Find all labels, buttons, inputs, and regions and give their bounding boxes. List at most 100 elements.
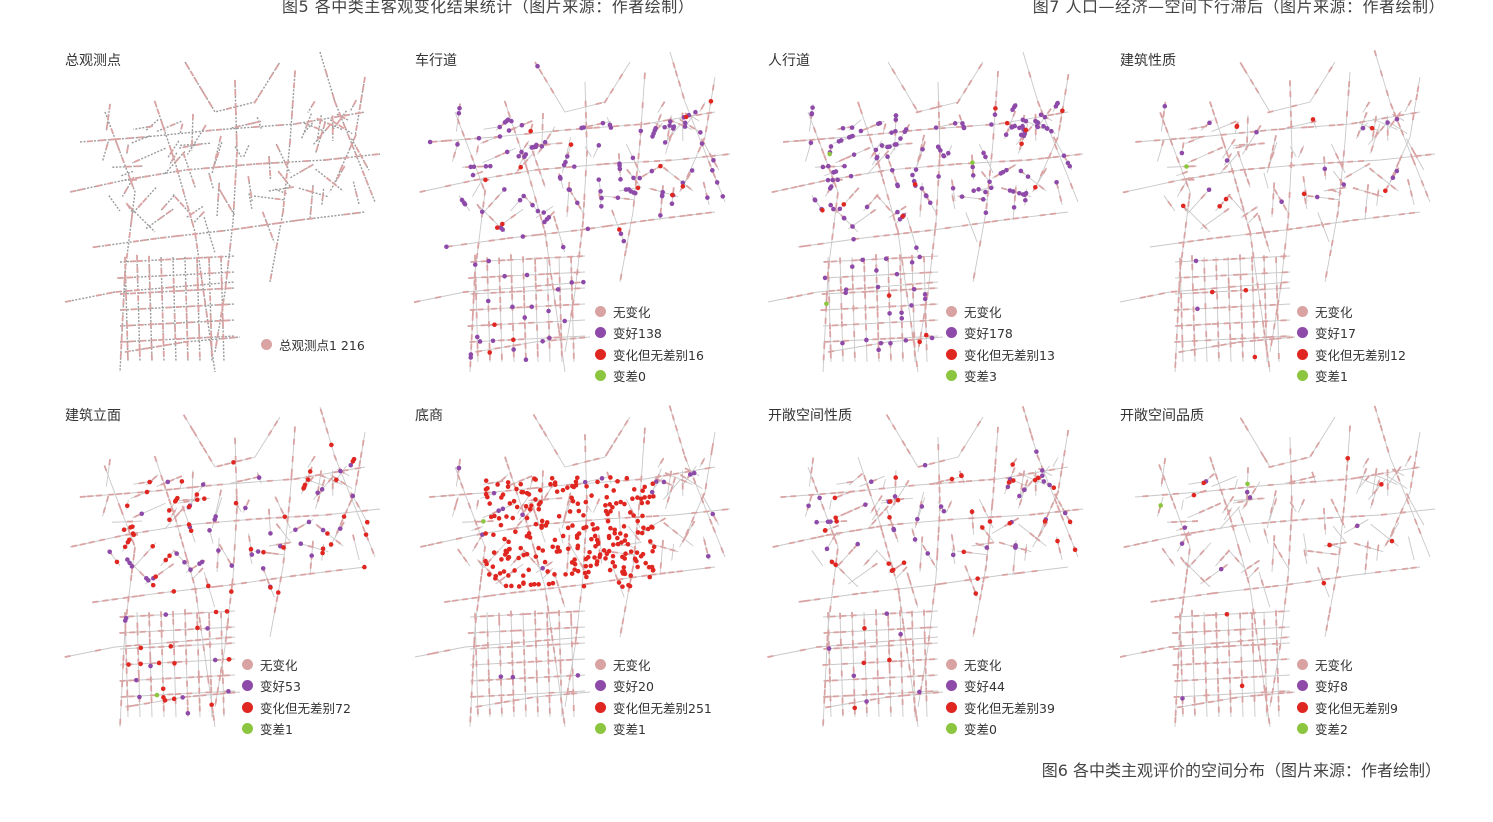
observation-point-no-change <box>117 503 122 510</box>
observation-point-no-change <box>1036 454 1041 461</box>
road-segment <box>132 147 166 164</box>
observation-point-no-change <box>672 187 675 194</box>
observation-point-no-change <box>104 243 111 247</box>
road-segment <box>1134 111 1421 143</box>
observation-point-no-change <box>171 235 178 238</box>
observation-point-no-change <box>1356 130 1361 137</box>
observation-point-better <box>542 139 548 145</box>
observation-point-no-change <box>1264 230 1271 234</box>
observation-point-no-change <box>269 72 274 79</box>
observation-point-no-change <box>1271 144 1275 151</box>
observation-point-changed-no-diff <box>531 581 537 587</box>
observation-point-changed-no-diff <box>536 545 541 551</box>
observation-point-no-change <box>1036 100 1041 108</box>
observation-point-no-change <box>1402 567 1409 571</box>
observation-point-changed-no-diff <box>124 503 130 509</box>
observation-point-no-change <box>930 253 934 260</box>
street-network-map <box>64 406 381 728</box>
observation-point-no-change <box>1425 153 1432 156</box>
observation-point-changed-no-diff <box>542 559 548 565</box>
map-panel-carriageway: 车行道 无变化 变好138 变化但无差别16 变差0 <box>413 42 755 392</box>
observation-point-better <box>123 615 129 621</box>
observation-point-no-change <box>547 587 554 590</box>
observation-point-changed-no-diff <box>605 511 610 517</box>
observation-point-changed-no-diff <box>537 488 543 493</box>
observation-point-changed-no-diff <box>518 164 523 170</box>
observation-point-better <box>687 472 693 477</box>
observation-point-no-change <box>871 562 878 568</box>
legend-label: 无变化 <box>964 305 1002 321</box>
observation-point-no-change <box>1299 477 1306 481</box>
observation-point-changed-no-diff <box>1032 477 1038 483</box>
observation-point-no-change <box>217 229 224 233</box>
observation-point-no-change <box>935 105 942 109</box>
observation-point-changed-no-diff <box>583 563 589 569</box>
legend-label: 变好17 <box>1315 326 1356 342</box>
legend-label: 无变化 <box>260 658 298 674</box>
observation-point-no-change <box>947 501 952 508</box>
observation-point-changed-no-diff <box>1006 480 1012 485</box>
observation-point-better <box>919 186 925 191</box>
observation-point-no-change <box>132 703 139 707</box>
observation-point-no-change <box>1412 159 1417 166</box>
observation-point-no-change <box>267 429 273 436</box>
observation-point-no-change <box>1268 465 1275 469</box>
observation-point-no-change <box>185 62 190 70</box>
observation-point-no-change <box>1417 527 1422 534</box>
observation-point-no-change <box>617 577 624 581</box>
observation-point-better <box>1322 166 1328 172</box>
observation-point-no-change <box>860 591 867 595</box>
observation-point-no-change <box>214 698 218 705</box>
observation-point-changed-no-diff <box>606 548 612 554</box>
observation-point-no-change <box>1407 99 1413 106</box>
observation-point-no-change <box>924 229 931 232</box>
observation-point-no-change <box>127 595 130 603</box>
observation-point-no-change <box>363 76 366 84</box>
observation-point-no-change <box>1307 549 1314 553</box>
road-segment <box>684 76 716 183</box>
observation-point-better <box>621 238 627 244</box>
observation-point-better <box>197 561 202 566</box>
observation-point-better <box>1041 479 1047 484</box>
observation-point-no-change <box>1238 549 1242 556</box>
observation-point-no-change <box>859 107 863 115</box>
observation-point-no-change <box>1269 696 1273 703</box>
observation-point-no-change <box>1190 531 1197 535</box>
observation-point-better <box>927 200 933 206</box>
observation-point-changed-no-diff <box>175 495 180 501</box>
observation-point-better <box>671 124 677 129</box>
observation-point-no-change <box>1181 170 1188 175</box>
observation-point-changed-no-diff <box>320 550 325 556</box>
observation-point-no-change <box>497 480 504 483</box>
observation-point-no-change <box>1365 553 1368 560</box>
observation-point-no-change <box>482 556 485 563</box>
observation-point-no-change <box>275 595 279 603</box>
observation-point-changed-no-diff <box>563 572 568 577</box>
observation-point-better <box>306 519 312 525</box>
observation-point-no-change <box>500 476 507 482</box>
observation-point-no-change <box>1212 591 1219 595</box>
observation-point-changed-no-diff <box>592 533 598 539</box>
observation-point-better <box>893 113 899 118</box>
observation-point-no-change <box>1258 655 1262 662</box>
observation-point-better <box>941 153 947 159</box>
observation-point-changed-no-diff <box>589 536 594 542</box>
observation-point-better <box>462 201 468 207</box>
observation-point-changed-no-diff <box>628 573 634 578</box>
observation-point-better <box>710 168 715 173</box>
observation-point-no-change <box>1147 294 1154 298</box>
legend-swatch <box>946 306 957 318</box>
legend-label: 变差0 <box>613 369 646 385</box>
observation-point-no-change <box>1198 509 1205 514</box>
observation-point-better <box>720 194 726 199</box>
figure-5-caption: 图5 各中类主客观变化结果统计（图片来源：作者绘制） <box>282 0 695 16</box>
observation-point-no-change <box>1160 477 1164 485</box>
observation-point-no-change <box>1236 185 1240 193</box>
observation-point-no-change <box>823 154 827 161</box>
observation-point-changed-no-diff <box>483 531 488 536</box>
observation-point-no-change <box>1181 532 1188 536</box>
observation-point-no-change <box>595 101 602 106</box>
observation-point-no-change <box>1191 703 1198 706</box>
observation-point-no-change <box>227 260 230 267</box>
observation-point-changed-no-diff <box>511 498 517 504</box>
